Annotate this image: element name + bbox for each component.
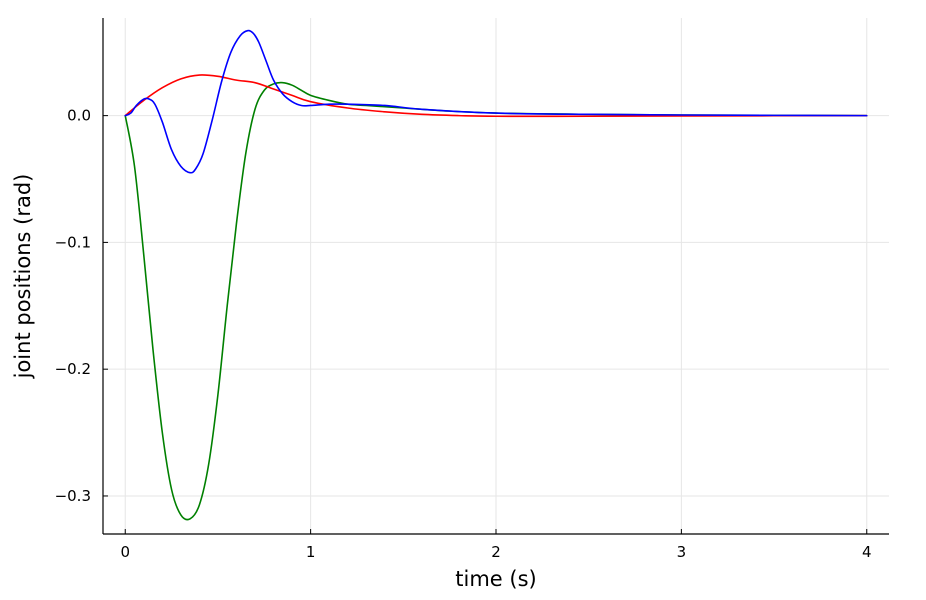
- y-ticks: −0.3 −0.2 −0.1 0.0: [55, 107, 108, 505]
- x-ticks: 0 1 2 3 4: [120, 529, 872, 561]
- x-axis-title: time (s): [455, 567, 536, 591]
- y-axis-title: joint positions (rad): [11, 174, 35, 380]
- y-tick-label: 0.0: [67, 107, 91, 125]
- x-gridlines: [124, 18, 868, 534]
- y-tick-label: −0.1: [55, 233, 91, 251]
- series-line-3: [124, 29, 868, 174]
- x-tick-label: 3: [677, 543, 687, 561]
- x-tick-label: 4: [862, 543, 872, 561]
- series-line-2: [124, 74, 868, 118]
- series-lines: [124, 29, 868, 521]
- x-tick-label: 0: [120, 543, 130, 561]
- y-tick-label: −0.3: [55, 487, 91, 505]
- y-tick-label: −0.2: [55, 360, 91, 378]
- x-tick-label: 1: [306, 543, 316, 561]
- x-tick-label: 2: [491, 543, 501, 561]
